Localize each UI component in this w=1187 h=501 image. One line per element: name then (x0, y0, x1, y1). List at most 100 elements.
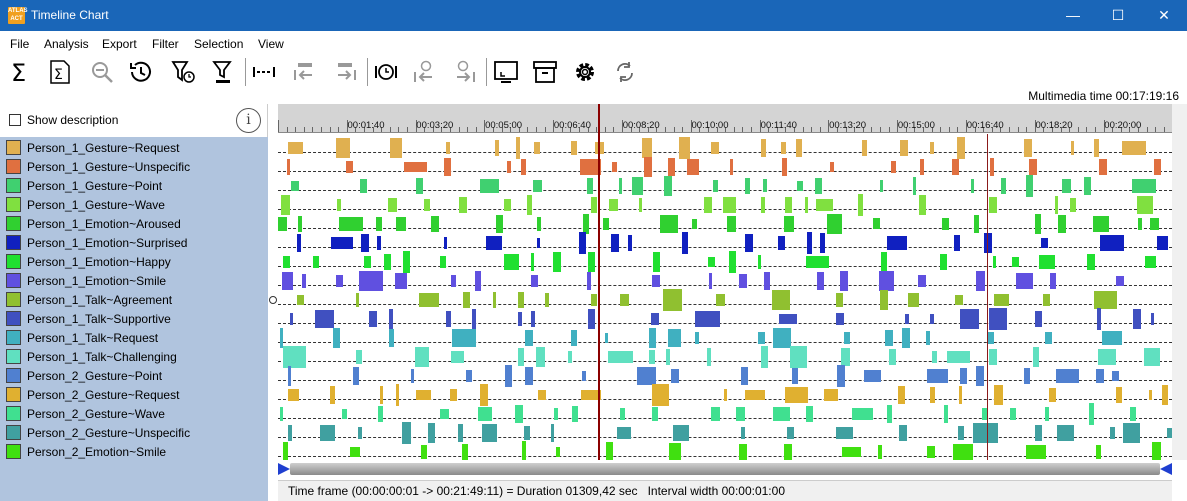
menu-export[interactable]: Export (102, 37, 137, 51)
event-segment[interactable] (1116, 275, 1124, 287)
event-segment[interactable] (779, 313, 797, 325)
event-segment[interactable] (1112, 370, 1120, 382)
event-segment[interactable] (804, 197, 808, 213)
event-segment[interactable] (415, 178, 424, 194)
event-segment[interactable] (1070, 140, 1074, 156)
event-segment[interactable] (797, 180, 804, 192)
legend-item[interactable]: Person_1_Emotion~Surprised (0, 233, 268, 252)
event-segment[interactable] (445, 311, 452, 327)
event-segment[interactable] (388, 197, 398, 212)
event-segment[interactable] (989, 158, 994, 176)
event-segment[interactable] (609, 198, 618, 212)
event-segment[interactable] (550, 423, 555, 443)
event-segment[interactable] (1028, 159, 1038, 175)
event-segment[interactable] (773, 328, 791, 348)
event-segment[interactable] (984, 232, 993, 253)
event-segment[interactable] (1057, 425, 1075, 441)
event-segment[interactable] (691, 218, 698, 230)
event-segment[interactable] (918, 275, 926, 287)
event-segment[interactable] (1098, 349, 1116, 365)
event-segment[interactable] (929, 313, 934, 325)
event-segment[interactable] (486, 236, 503, 250)
legend-item[interactable]: Person_1_Gesture~Unspecific (0, 157, 268, 176)
event-segment[interactable] (816, 199, 833, 211)
menu-analysis[interactable]: Analysis (44, 37, 89, 51)
event-segment[interactable] (930, 142, 935, 154)
event-segment[interactable] (806, 405, 814, 423)
event-segment[interactable] (375, 217, 382, 231)
event-segment[interactable] (758, 331, 765, 345)
event-segment[interactable] (331, 237, 353, 249)
legend-item[interactable]: Person_1_Gesture~Request (0, 138, 268, 157)
event-segment[interactable] (378, 405, 384, 423)
event-segment[interactable] (1069, 198, 1077, 212)
step-forward-icon[interactable] (330, 57, 360, 87)
event-segment[interactable] (446, 141, 450, 155)
event-segment[interactable] (888, 349, 896, 365)
event-segment[interactable] (994, 294, 1010, 306)
clock-back-icon[interactable] (410, 57, 440, 87)
event-segment[interactable] (620, 408, 625, 420)
time-ruler[interactable]: 00:01:40 00:03:20 00:05:00 00:06:40 00:08:20… (278, 104, 1172, 133)
event-segment[interactable] (494, 140, 499, 156)
event-segment[interactable] (947, 351, 970, 363)
event-segment[interactable] (579, 159, 602, 175)
scroll-track[interactable] (290, 463, 1160, 475)
event-segment[interactable] (297, 215, 303, 233)
event-segment[interactable] (807, 232, 812, 254)
event-segment[interactable] (981, 408, 987, 420)
event-segment[interactable] (346, 161, 353, 173)
event-segment[interactable] (886, 404, 893, 424)
event-segment[interactable] (986, 331, 995, 345)
event-segment[interactable] (526, 195, 532, 215)
event-segment[interactable] (761, 196, 766, 214)
event-segment[interactable] (790, 346, 808, 368)
event-segment[interactable] (280, 328, 284, 348)
event-segment[interactable] (842, 446, 862, 457)
event-segment[interactable] (571, 141, 578, 155)
event-segment[interactable] (588, 252, 596, 272)
event-segment[interactable] (976, 271, 985, 291)
event-segment[interactable] (290, 313, 294, 325)
event-segment[interactable] (666, 348, 671, 366)
event-segment[interactable] (480, 178, 499, 194)
event-segment[interactable] (1156, 235, 1168, 251)
event-segment[interactable] (404, 161, 428, 173)
event-segment[interactable] (525, 329, 534, 347)
event-segment[interactable] (580, 389, 602, 401)
event-segment[interactable] (862, 140, 868, 156)
event-segment[interactable] (760, 139, 766, 157)
event-segment[interactable] (1026, 445, 1047, 459)
legend-item[interactable]: Person_1_Emotion~Happy (0, 252, 268, 271)
event-segment[interactable] (824, 388, 839, 402)
legend-item[interactable]: Person_1_Talk~Challenging (0, 347, 268, 366)
event-segment[interactable] (278, 217, 287, 231)
event-segment[interactable] (648, 328, 657, 348)
event-segment[interactable] (287, 366, 292, 386)
event-segment[interactable] (738, 443, 748, 460)
event-segment[interactable] (332, 327, 341, 349)
checkbox-box[interactable] (9, 114, 21, 126)
event-segment[interactable] (1035, 310, 1043, 328)
event-segment[interactable] (530, 311, 536, 327)
event-segment[interactable] (920, 159, 924, 175)
event-segment[interactable] (919, 194, 926, 216)
event-segment[interactable] (287, 141, 304, 155)
event-segment[interactable] (952, 158, 959, 176)
event-segment[interactable] (931, 350, 937, 364)
event-segment[interactable] (781, 157, 787, 177)
event-segment[interactable] (1138, 217, 1142, 231)
event-segment[interactable] (620, 293, 630, 307)
event-segment[interactable] (286, 159, 291, 175)
event-segment[interactable] (402, 422, 412, 444)
event-segment[interactable] (479, 384, 489, 406)
event-segment[interactable] (857, 194, 864, 216)
event-segment[interactable] (361, 234, 369, 252)
legend-item[interactable]: Person_1_Emotion~Smile (0, 271, 268, 290)
event-segment[interactable] (301, 273, 306, 289)
event-segment[interactable] (517, 311, 522, 327)
event-segment[interactable] (410, 368, 414, 384)
event-segment[interactable] (478, 407, 493, 421)
event-segment[interactable] (943, 405, 948, 423)
event-segment[interactable] (1050, 273, 1057, 289)
